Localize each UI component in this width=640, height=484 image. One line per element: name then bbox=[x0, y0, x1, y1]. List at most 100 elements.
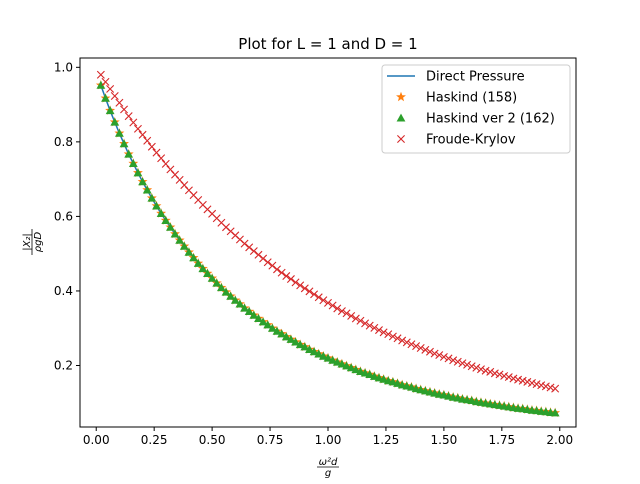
data-point bbox=[407, 340, 416, 349]
y-tick: 1.0 bbox=[54, 60, 80, 74]
data-point bbox=[481, 366, 490, 375]
data-point bbox=[495, 370, 504, 379]
x-tick-label: 0.00 bbox=[83, 433, 110, 447]
data-point bbox=[124, 149, 134, 158]
legend-label: Haskind (158) bbox=[426, 91, 517, 106]
data-point bbox=[537, 381, 546, 390]
y-tick-label: 0.8 bbox=[54, 135, 73, 149]
legend-entry: Direct Pressure bbox=[387, 70, 525, 85]
data-point bbox=[156, 209, 166, 217]
data-point bbox=[221, 287, 231, 296]
data-point bbox=[101, 77, 110, 86]
legend-entry: Haskind ver 2 (162) bbox=[396, 112, 555, 127]
x-tick: 1.00 bbox=[315, 427, 342, 447]
data-point bbox=[277, 329, 287, 338]
data-point bbox=[138, 177, 147, 186]
data-point bbox=[444, 354, 453, 363]
legend-box bbox=[381, 64, 571, 154]
x-tick-label: 1.00 bbox=[315, 433, 342, 447]
data-point bbox=[286, 275, 295, 284]
x-tick: 0.75 bbox=[257, 427, 283, 447]
data-point bbox=[128, 159, 138, 168]
data-point bbox=[133, 124, 142, 133]
data-point bbox=[249, 247, 258, 256]
x-axis-label-denominator: g bbox=[325, 468, 331, 479]
data-point bbox=[254, 250, 263, 259]
data-point bbox=[161, 159, 170, 168]
y-tick-label: 0.2 bbox=[54, 359, 73, 373]
data-point bbox=[184, 247, 194, 256]
data-point bbox=[490, 369, 499, 378]
data-point bbox=[337, 307, 346, 316]
data-point bbox=[300, 342, 310, 351]
data-point bbox=[463, 360, 472, 369]
data-point bbox=[193, 258, 203, 267]
x-tick-label: 1.25 bbox=[373, 433, 400, 447]
data-point bbox=[249, 310, 259, 319]
data-point bbox=[435, 351, 444, 360]
legend: Direct Pressure Haskind (158) Haskind ver … bbox=[381, 64, 571, 154]
x-tick: 1.75 bbox=[488, 427, 515, 447]
legend-entry: Haskind (158) bbox=[396, 91, 517, 106]
y-axis-label-numerator: |X₂| bbox=[22, 233, 33, 251]
data-point bbox=[393, 334, 402, 343]
x-tick: 0.00 bbox=[83, 427, 110, 447]
data-point bbox=[421, 345, 430, 354]
data-point bbox=[500, 371, 509, 380]
data-point bbox=[207, 273, 217, 282]
data-point bbox=[147, 193, 157, 202]
series-froude-krylov bbox=[96, 70, 560, 393]
data-point bbox=[342, 309, 351, 318]
data-point bbox=[305, 287, 314, 296]
data-point bbox=[235, 299, 245, 308]
data-point bbox=[361, 319, 370, 328]
data-point bbox=[398, 336, 407, 345]
data-point bbox=[342, 361, 351, 370]
data-point bbox=[346, 363, 356, 372]
data-point bbox=[384, 330, 393, 339]
y-axis-label-denominator: ρgD bbox=[33, 232, 44, 253]
data-point bbox=[518, 376, 527, 385]
data-point bbox=[142, 185, 152, 194]
data-point bbox=[439, 352, 448, 361]
data-point bbox=[203, 269, 212, 277]
data-point bbox=[189, 253, 198, 262]
data-point bbox=[314, 349, 324, 358]
data-point bbox=[296, 281, 305, 290]
data-point bbox=[319, 296, 328, 305]
data-point bbox=[244, 307, 254, 315]
data-point bbox=[119, 139, 129, 148]
data-point bbox=[504, 373, 513, 382]
data-point bbox=[212, 278, 222, 287]
data-point bbox=[551, 384, 560, 393]
data-point bbox=[170, 229, 180, 238]
data-point bbox=[240, 239, 249, 248]
data-point bbox=[472, 363, 481, 372]
data-point bbox=[273, 265, 281, 274]
data-point bbox=[282, 272, 291, 281]
data-point bbox=[245, 243, 254, 252]
data-point bbox=[458, 359, 467, 368]
x-tick-label: 1.50 bbox=[431, 433, 458, 447]
data-point bbox=[509, 374, 518, 383]
x-tick: 0.50 bbox=[199, 427, 225, 447]
data-point bbox=[133, 168, 143, 177]
data-point bbox=[532, 380, 541, 389]
data-point bbox=[486, 367, 495, 376]
data-point bbox=[277, 268, 286, 277]
data-point bbox=[375, 326, 383, 335]
legend-entry: Froude-Krylov bbox=[397, 133, 516, 148]
data-point bbox=[351, 365, 361, 374]
data-point bbox=[291, 278, 300, 287]
data-point bbox=[333, 304, 342, 313]
data-point bbox=[258, 317, 268, 326]
data-point bbox=[449, 356, 458, 365]
y-tick: 0.8 bbox=[54, 135, 80, 149]
x-tick-label: 1.75 bbox=[488, 433, 515, 447]
data-point bbox=[101, 93, 110, 102]
data-point bbox=[106, 84, 115, 93]
data-point bbox=[115, 98, 124, 107]
data-point bbox=[259, 254, 268, 263]
